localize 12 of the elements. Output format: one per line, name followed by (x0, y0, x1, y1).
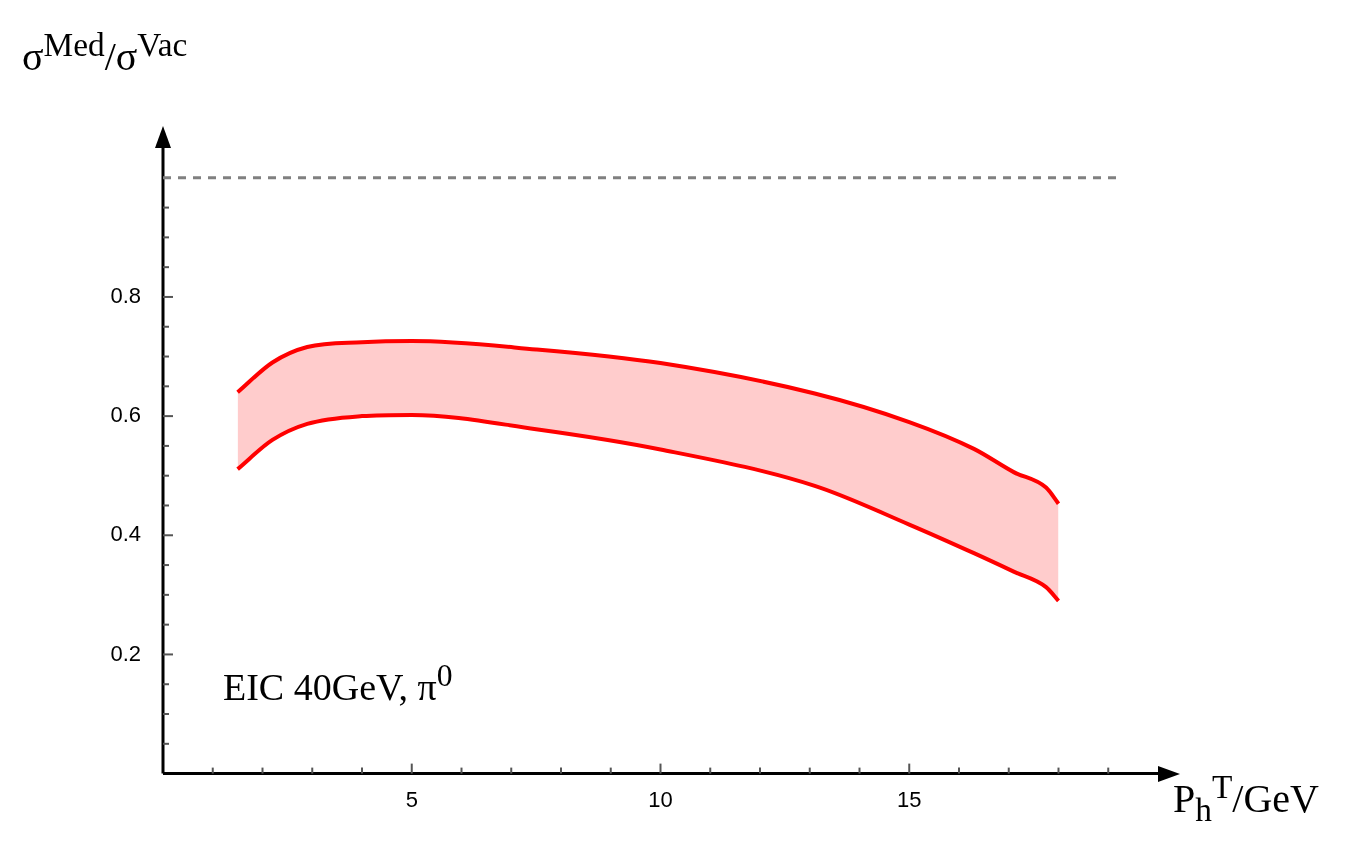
x-axis-title: P$_{h}$$^{T}$/GeV (1173, 768, 1319, 830)
y-tick-label: 0.8 (110, 283, 141, 309)
x-tick-label: 5 (405, 786, 418, 812)
y-tick-label: 0.4 (110, 521, 141, 547)
line-series (235, 339, 1061, 506)
y-tick-label: 0.2 (110, 640, 141, 666)
y-tick-label: 0.6 (110, 402, 141, 428)
annotation: EIC 40GeV, π$^{0}$ (223, 658, 453, 709)
x-tick-label: 10 (648, 786, 673, 812)
line-series (235, 412, 1061, 603)
x-tick-label: 15 (897, 786, 922, 812)
y-axis-title: σ$^{Med}$/σ$^{Vac}$ (22, 26, 188, 81)
